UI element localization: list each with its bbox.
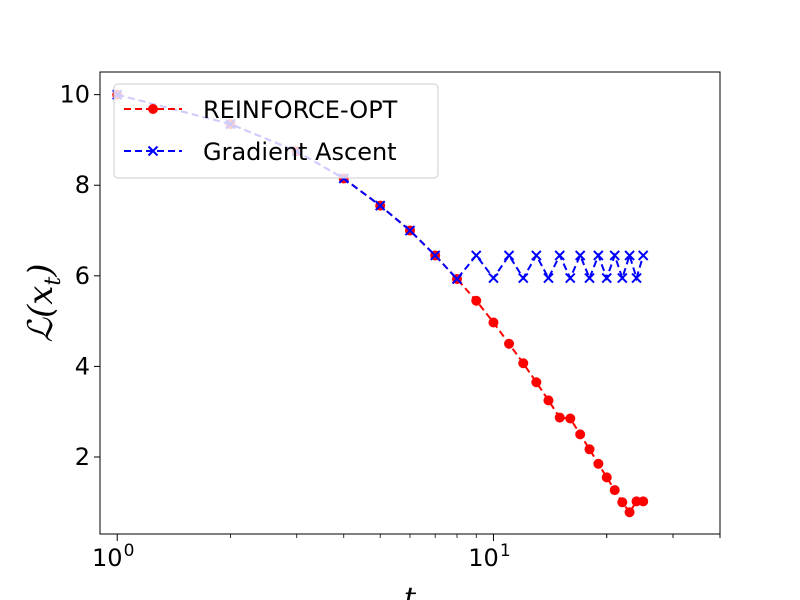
data-point [565, 413, 576, 424]
data-point [503, 250, 515, 261]
data-point [624, 507, 635, 518]
legend: REINFORCE-OPT Gradient Ascent [113, 83, 439, 179]
legend-marker [147, 145, 159, 157]
data-point [531, 377, 542, 388]
x-tick-label: 101 [468, 541, 510, 572]
data-point [543, 395, 554, 406]
data-point [617, 272, 628, 284]
data-point [518, 272, 529, 284]
y-tick-label: 2 [75, 443, 90, 471]
data-point [593, 250, 604, 261]
y-tick-label: 8 [75, 171, 90, 199]
data-point [624, 250, 635, 261]
legend-label: REINFORCE-OPT [203, 96, 398, 124]
data-point [488, 317, 499, 328]
legend-marker [148, 104, 158, 114]
data-point [617, 497, 628, 508]
data-point [554, 250, 565, 261]
data-point [518, 358, 529, 369]
data-point [488, 272, 499, 284]
y-axis-label: ℒ(xt) [21, 263, 66, 342]
x-tick-label: 100 [92, 541, 134, 572]
data-point [609, 250, 620, 261]
data-point [601, 472, 612, 483]
y-tick-label: 6 [75, 262, 90, 290]
data-point [584, 272, 595, 284]
data-point [531, 250, 542, 261]
data-point [637, 250, 649, 261]
data-point [638, 496, 649, 507]
data-point [601, 272, 612, 284]
data-point [584, 444, 595, 455]
data-point [593, 458, 604, 469]
y-tick-label: 4 [75, 352, 90, 380]
data-point [504, 338, 515, 349]
data-point [429, 250, 441, 261]
data-point [554, 412, 565, 423]
data-point [565, 272, 576, 284]
x-axis-label: t [404, 581, 417, 600]
y-tick-label: 10 [59, 81, 90, 109]
data-point [631, 272, 642, 284]
data-point [404, 225, 416, 236]
data-point [574, 250, 586, 261]
legend-label: Gradient Ascent [203, 138, 397, 166]
legend-box [113, 83, 439, 179]
data-point [543, 272, 554, 284]
data-point [471, 295, 482, 306]
ticks-layer: 2 4 6 8 10 100 101 [59, 81, 721, 572]
data-point [575, 429, 586, 440]
data-point [471, 250, 482, 261]
legend-item: REINFORCE-OPT [124, 96, 398, 124]
data-point [609, 485, 620, 496]
data-point [451, 273, 463, 285]
data-point [375, 200, 386, 211]
legend-item: Gradient Ascent [124, 138, 397, 166]
